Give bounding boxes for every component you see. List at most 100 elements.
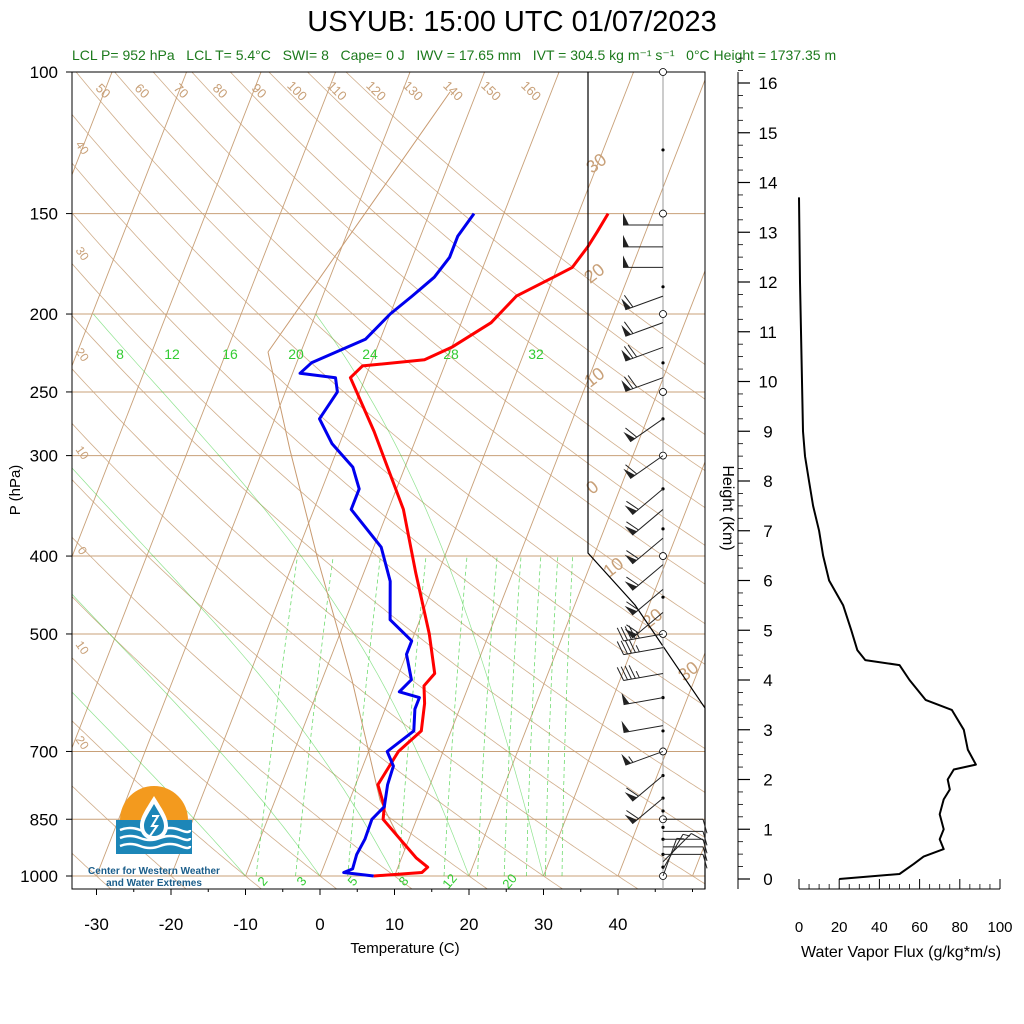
height-tick-label: 7 (763, 522, 772, 541)
isotherm-label: 10 (580, 363, 608, 391)
wind-barb (624, 611, 664, 639)
height-tick-label: 5 (763, 621, 772, 640)
y-tick-label: 150 (30, 205, 58, 224)
x-axis-title: Temperature (C) (350, 940, 459, 957)
height-tick-label: 4 (763, 671, 772, 690)
moist-adiabat (93, 313, 470, 877)
dry-adiabat-label: 100 (284, 78, 310, 104)
mixing-ratio-label: 16 (222, 346, 238, 362)
wind-barb (663, 818, 708, 834)
wind-barb (663, 846, 708, 862)
dry-adiabat (75, 72, 705, 625)
height-tick-label: 6 (763, 572, 772, 591)
dry-adiabat (72, 263, 705, 793)
height-tick-label: 16 (759, 74, 778, 93)
wind-barb (621, 720, 664, 734)
level-dot (661, 809, 665, 813)
flux-tick-label: 20 (831, 919, 848, 936)
wind-barb (624, 775, 664, 802)
isotherm-line (170, 72, 485, 877)
mixing-ratio-label: 24 (362, 346, 378, 362)
dry-adiabat (345, 72, 705, 365)
moist-adiabat (72, 467, 395, 877)
isotherm-label: 20 (580, 259, 608, 287)
dry-adiabat (72, 785, 187, 889)
wind-barb (663, 838, 708, 854)
level-marker (659, 388, 667, 396)
parcel-path (267, 91, 451, 353)
wind-barb (621, 294, 664, 311)
isotherm-label: 10 (599, 553, 627, 581)
isotherm-line (72, 72, 336, 750)
level-dot (661, 729, 665, 733)
dry-adiabat (306, 72, 705, 400)
mixing-ratio-line (255, 556, 298, 877)
dry-adiabat (268, 72, 705, 436)
isotherm-line (468, 269, 705, 877)
mixing-ratio-line (561, 556, 574, 877)
isotherm-label: 20 (638, 604, 666, 632)
isotherm-line (394, 78, 705, 877)
height-axis-title: Height (Km) (719, 465, 736, 550)
flux-axis-title: Water Vapor Flux (g/kg*m/s) (801, 944, 1001, 961)
dry-adiabat (72, 596, 413, 889)
x-tick-label: -20 (159, 915, 184, 934)
y-tick-label: 500 (30, 625, 58, 644)
isotherm-line (72, 72, 187, 367)
isotherm-line (319, 72, 634, 877)
y-tick-label: 700 (30, 742, 58, 761)
wind-barb (621, 750, 664, 766)
dry-adiabat (72, 314, 705, 839)
height-tick-label: 8 (763, 472, 772, 491)
flux-tick-label: 60 (911, 919, 928, 936)
wind-barb (624, 797, 664, 825)
isotherm-label: 30 (582, 149, 610, 177)
mixing-ratio-label: 20 (499, 871, 520, 892)
y-tick-label: 300 (30, 447, 58, 466)
dewpoint-trace (298, 212, 476, 878)
dry-adiabat-label: 80 (210, 80, 231, 101)
isotherm-label: 20 (73, 733, 92, 752)
dry-adiabat-label: 70 (171, 80, 192, 101)
x-tick-label: 40 (609, 915, 628, 934)
height-tick-label: 2 (763, 771, 772, 790)
dry-adiabat-label: 150 (478, 78, 504, 104)
dry-adiabat-label: 60 (132, 80, 153, 101)
mixing-ratio-line (443, 556, 468, 877)
height-tick-label: 12 (759, 273, 778, 292)
moist-adiabat (315, 313, 544, 877)
isotherm-label: 10 (73, 638, 92, 657)
wind-barb (624, 588, 664, 616)
dry-adiabat (191, 72, 705, 509)
dry-adiabat (72, 720, 263, 889)
wind-barb (621, 344, 664, 362)
dry-adiabat-label: 50 (93, 80, 114, 101)
height-tick-label: 1 (763, 820, 772, 839)
lcl-pressure: LCL P= 952 hPa (72, 47, 175, 63)
freezing-level-height: 0°C Height = 1737.35 m (686, 47, 837, 63)
mixing-ratio-label: 8 (116, 346, 124, 362)
dry-adiabat (72, 479, 564, 889)
mixing-ratio-line (545, 556, 559, 876)
chart-title: USYUB: 15:00 UTC 01/07/2023 (307, 6, 717, 38)
wind-barb (623, 455, 664, 479)
y-tick-label: 100 (30, 63, 58, 82)
temperature-trace (348, 212, 610, 878)
level-marker (659, 209, 667, 218)
dry-adiabat (114, 72, 705, 585)
dry-adiabat-label: 130 (400, 78, 426, 104)
isotherm-label: 30 (73, 244, 92, 263)
iwv-value: IWV = 17.65 mm (416, 47, 522, 63)
flux-tick-label: 100 (987, 919, 1012, 936)
mixing-ratio-label: 20 (288, 346, 304, 362)
y-tick-label: 400 (30, 547, 58, 566)
wind-barb (621, 321, 664, 337)
level-dot (661, 148, 665, 152)
height-tick-label: 15 (759, 124, 778, 143)
dry-adiabat-label: 110 (325, 78, 350, 103)
wind-barb (624, 509, 664, 536)
wind-barb (624, 537, 664, 565)
isotherm-line (72, 72, 262, 559)
height-tick-label: 14 (759, 174, 778, 193)
